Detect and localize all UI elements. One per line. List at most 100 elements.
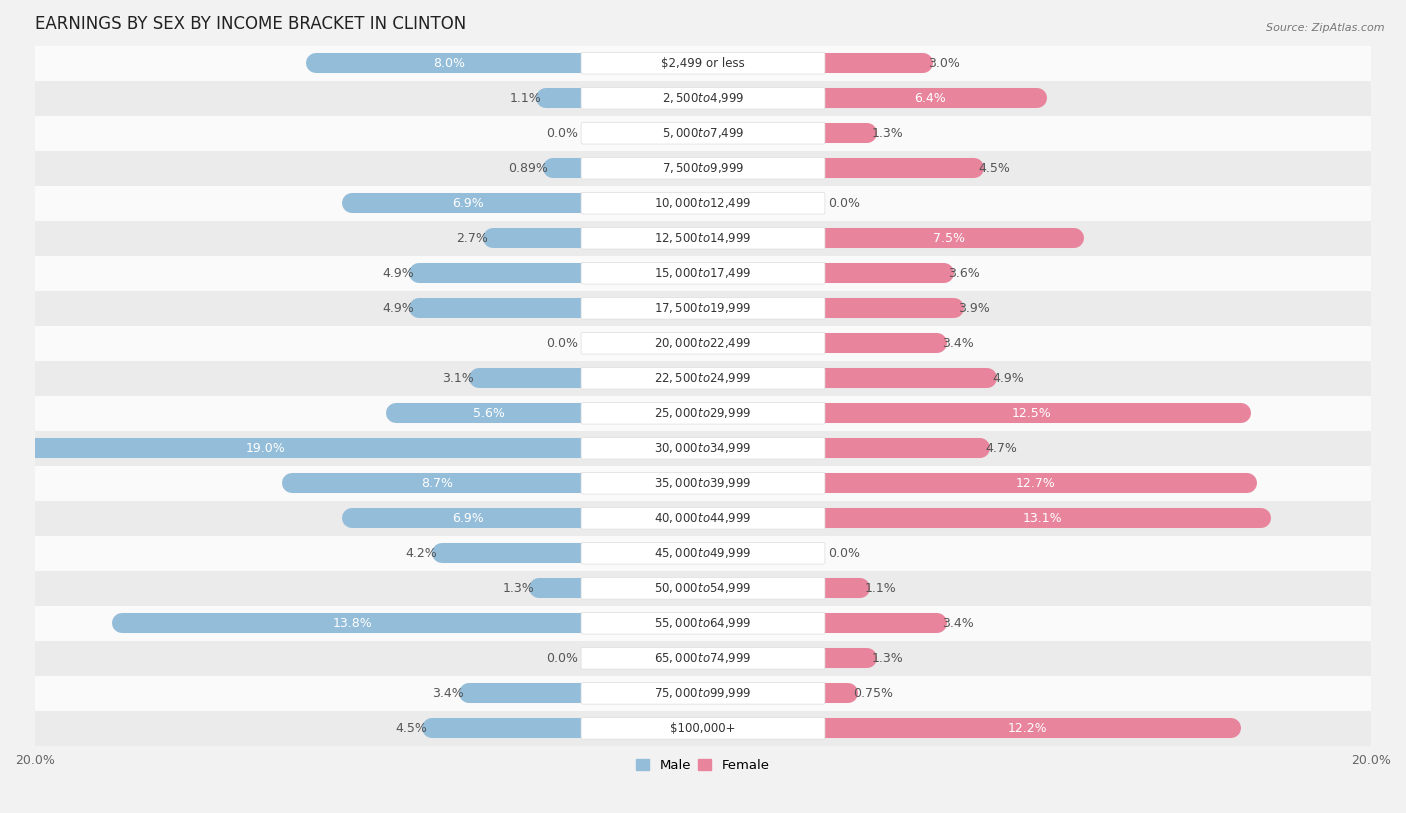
Text: 1.3%: 1.3% <box>872 127 904 140</box>
Text: 6.9%: 6.9% <box>451 511 484 524</box>
Bar <box>35 501 1371 536</box>
Text: 1.3%: 1.3% <box>502 582 534 595</box>
Bar <box>824 88 1038 108</box>
Text: 3.0%: 3.0% <box>928 57 960 70</box>
Bar <box>492 228 582 248</box>
Text: EARNINGS BY SEX BY INCOME BRACKET IN CLINTON: EARNINGS BY SEX BY INCOME BRACKET IN CLI… <box>35 15 467 33</box>
FancyBboxPatch shape <box>581 228 825 249</box>
FancyBboxPatch shape <box>581 437 825 459</box>
Text: 4.9%: 4.9% <box>382 302 413 315</box>
FancyBboxPatch shape <box>581 717 825 739</box>
Text: 13.1%: 13.1% <box>1022 511 1062 524</box>
Bar <box>353 193 582 213</box>
Text: $55,000 to $64,999: $55,000 to $64,999 <box>654 616 752 630</box>
FancyBboxPatch shape <box>581 472 825 494</box>
FancyBboxPatch shape <box>581 298 825 319</box>
Text: $35,000 to $39,999: $35,000 to $39,999 <box>654 476 752 490</box>
Bar <box>35 571 1371 606</box>
Text: $5,000 to $7,499: $5,000 to $7,499 <box>662 126 744 140</box>
Bar <box>824 228 1074 248</box>
Text: $7,500 to $9,999: $7,500 to $9,999 <box>662 161 744 175</box>
Text: 0.0%: 0.0% <box>828 547 860 559</box>
Text: $50,000 to $54,999: $50,000 to $54,999 <box>654 581 752 595</box>
Bar <box>824 53 924 73</box>
Bar <box>824 403 1240 424</box>
FancyBboxPatch shape <box>581 87 825 109</box>
Text: $25,000 to $29,999: $25,000 to $29,999 <box>654 406 752 420</box>
Bar <box>824 158 973 178</box>
Text: $40,000 to $44,999: $40,000 to $44,999 <box>654 511 752 525</box>
Text: 4.7%: 4.7% <box>986 441 1017 454</box>
Text: $15,000 to $17,499: $15,000 to $17,499 <box>654 266 752 280</box>
Text: 0.0%: 0.0% <box>546 337 578 350</box>
Bar <box>35 606 1371 641</box>
Text: $12,500 to $14,999: $12,500 to $14,999 <box>654 231 752 246</box>
Bar <box>824 123 866 143</box>
FancyBboxPatch shape <box>581 122 825 144</box>
Text: 3.9%: 3.9% <box>959 302 990 315</box>
FancyBboxPatch shape <box>581 263 825 284</box>
Text: 3.4%: 3.4% <box>942 617 973 630</box>
Bar <box>824 613 936 633</box>
Text: 4.2%: 4.2% <box>406 547 437 559</box>
Text: 0.0%: 0.0% <box>828 197 860 210</box>
Bar <box>824 368 987 389</box>
Text: 5.6%: 5.6% <box>474 406 505 420</box>
FancyBboxPatch shape <box>581 52 825 74</box>
Bar <box>35 396 1371 431</box>
FancyBboxPatch shape <box>581 333 825 354</box>
FancyBboxPatch shape <box>581 612 825 634</box>
Text: 3.4%: 3.4% <box>942 337 973 350</box>
Bar <box>35 80 1371 115</box>
Bar <box>35 256 1371 291</box>
FancyBboxPatch shape <box>581 577 825 599</box>
Bar <box>546 88 582 108</box>
Bar <box>35 676 1371 711</box>
Text: $22,500 to $24,999: $22,500 to $24,999 <box>654 372 752 385</box>
Bar <box>35 361 1371 396</box>
Text: Source: ZipAtlas.com: Source: ZipAtlas.com <box>1267 23 1385 33</box>
Text: $10,000 to $12,499: $10,000 to $12,499 <box>654 196 752 211</box>
Bar <box>35 115 1371 150</box>
Text: 12.2%: 12.2% <box>1007 722 1047 735</box>
Bar <box>292 473 582 493</box>
Text: 1.3%: 1.3% <box>872 652 904 665</box>
Text: 8.0%: 8.0% <box>433 57 465 70</box>
Text: $45,000 to $49,999: $45,000 to $49,999 <box>654 546 752 560</box>
Bar <box>35 220 1371 256</box>
FancyBboxPatch shape <box>581 158 825 179</box>
Bar <box>0 438 582 459</box>
Bar <box>35 150 1371 185</box>
Text: 13.8%: 13.8% <box>332 617 373 630</box>
Legend: Male, Female: Male, Female <box>631 754 775 778</box>
Bar <box>470 683 582 703</box>
Bar <box>824 333 936 354</box>
Bar <box>35 46 1371 80</box>
Text: 19.0%: 19.0% <box>246 441 285 454</box>
Bar <box>315 53 582 73</box>
Bar <box>395 403 582 424</box>
Text: 4.5%: 4.5% <box>979 162 1011 175</box>
FancyBboxPatch shape <box>581 367 825 389</box>
Text: 0.0%: 0.0% <box>546 652 578 665</box>
Text: 6.4%: 6.4% <box>914 92 946 105</box>
Text: 4.5%: 4.5% <box>395 722 427 735</box>
Text: 4.9%: 4.9% <box>382 267 413 280</box>
Text: $20,000 to $22,499: $20,000 to $22,499 <box>654 337 752 350</box>
Text: 0.89%: 0.89% <box>508 162 548 175</box>
Text: 12.5%: 12.5% <box>1012 406 1052 420</box>
Bar <box>824 298 953 319</box>
Bar <box>824 648 866 668</box>
Text: $17,500 to $19,999: $17,500 to $19,999 <box>654 301 752 315</box>
Text: $2,500 to $4,999: $2,500 to $4,999 <box>662 91 744 105</box>
Text: $65,000 to $74,999: $65,000 to $74,999 <box>654 651 752 665</box>
Bar <box>419 298 582 319</box>
Bar <box>35 641 1371 676</box>
Bar <box>824 438 980 459</box>
Bar <box>824 508 1261 528</box>
Bar <box>824 263 943 284</box>
Text: 3.1%: 3.1% <box>443 372 474 385</box>
Text: $100,000+: $100,000+ <box>671 722 735 735</box>
Bar <box>35 711 1371 746</box>
Text: 7.5%: 7.5% <box>932 232 965 245</box>
